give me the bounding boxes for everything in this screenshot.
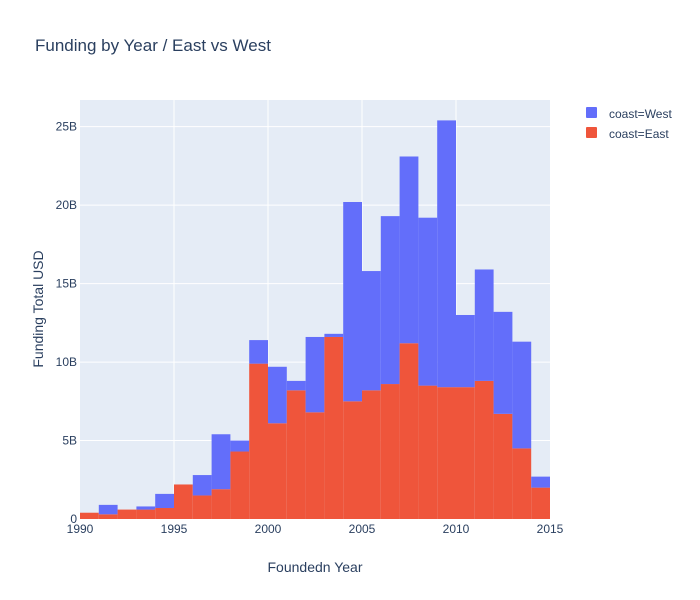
- x-tick-label: 1995: [161, 522, 188, 536]
- bar-east[interactable]: [437, 387, 456, 519]
- legend-swatch-west-icon: [586, 107, 597, 118]
- bar-west[interactable]: [155, 493, 174, 509]
- bar-east[interactable]: [343, 401, 362, 519]
- bar-east[interactable]: [362, 390, 381, 519]
- bar-east[interactable]: [230, 451, 250, 519]
- bar-east[interactable]: [136, 509, 156, 519]
- bar-east[interactable]: [545, 512, 550, 519]
- bar-east[interactable]: [531, 487, 550, 519]
- bar-west[interactable]: [418, 217, 438, 386]
- legend-item-east[interactable]: coast=East: [586, 127, 669, 141]
- bar-west[interactable]: [399, 156, 419, 344]
- y-tick-label: 0: [70, 512, 77, 526]
- y-tick-label: 25B: [56, 120, 77, 134]
- bar-east[interactable]: [192, 495, 212, 519]
- y-tick-label: 20B: [56, 198, 77, 212]
- bar-west[interactable]: [305, 336, 325, 413]
- bar-west[interactable]: [324, 333, 344, 337]
- bar-west[interactable]: [493, 311, 513, 414]
- bar-east[interactable]: [324, 336, 344, 519]
- x-tick-label: 2005: [349, 522, 376, 536]
- bar-east[interactable]: [211, 489, 231, 519]
- bar-west[interactable]: [136, 506, 156, 510]
- bar-east[interactable]: [474, 380, 494, 519]
- bar-west[interactable]: [437, 120, 456, 388]
- y-axis-title: Funding Total USD: [30, 250, 46, 367]
- x-axis-title: Foundedn Year: [268, 559, 363, 575]
- legend-label-west: coast=West: [609, 107, 672, 121]
- bar-east[interactable]: [493, 413, 513, 519]
- legend-item-west[interactable]: coast=West: [586, 107, 672, 121]
- bar-east[interactable]: [286, 390, 306, 519]
- bar-east[interactable]: [155, 508, 174, 519]
- bar-west[interactable]: [249, 340, 268, 364]
- x-tick-label: 2015: [537, 522, 564, 536]
- y-axis-ticks: 0 5B 10B 15B 20B 25B: [56, 120, 78, 526]
- bar-west[interactable]: [512, 341, 532, 449]
- bar-east[interactable]: [117, 509, 137, 519]
- bar-west[interactable]: [268, 366, 287, 424]
- bar-west[interactable]: [192, 475, 212, 496]
- bar-west[interactable]: [380, 216, 400, 385]
- x-tick-label: 2000: [255, 522, 282, 536]
- bar-west[interactable]: [98, 504, 118, 515]
- bar-west[interactable]: [230, 440, 250, 452]
- bar-east[interactable]: [380, 384, 400, 519]
- y-tick-label: 15B: [56, 277, 77, 291]
- y-tick-label: 5B: [62, 434, 77, 448]
- bar-east[interactable]: [305, 412, 325, 519]
- bar-west[interactable]: [474, 269, 494, 381]
- bar-east[interactable]: [456, 387, 475, 519]
- bar-west[interactable]: [211, 434, 231, 490]
- bar-west[interactable]: [343, 202, 362, 402]
- x-axis-ticks: 1990 1995 2000 2005 2010 2015: [67, 522, 564, 536]
- legend-label-east: coast=East: [609, 127, 669, 141]
- x-tick-label: 2010: [443, 522, 470, 536]
- bar-east[interactable]: [98, 514, 118, 519]
- bar-east[interactable]: [512, 448, 532, 519]
- bar-east[interactable]: [399, 343, 419, 519]
- bar-east[interactable]: [418, 385, 438, 519]
- x-tick-label: 1990: [67, 522, 94, 536]
- bar-east[interactable]: [249, 363, 268, 519]
- bar-west[interactable]: [531, 476, 550, 488]
- bar-east[interactable]: [80, 512, 99, 519]
- bars: [80, 120, 550, 519]
- bar-west[interactable]: [286, 380, 306, 391]
- y-tick-label: 10B: [56, 355, 77, 369]
- legend-swatch-east-icon: [586, 127, 597, 138]
- chart-title: Funding by Year / East vs West: [35, 36, 271, 55]
- bar-west[interactable]: [456, 314, 475, 388]
- bar-west[interactable]: [362, 271, 381, 391]
- bar-east[interactable]: [268, 423, 287, 519]
- legend[interactable]: coast=West coast=East: [586, 107, 672, 141]
- bar-east[interactable]: [174, 484, 193, 519]
